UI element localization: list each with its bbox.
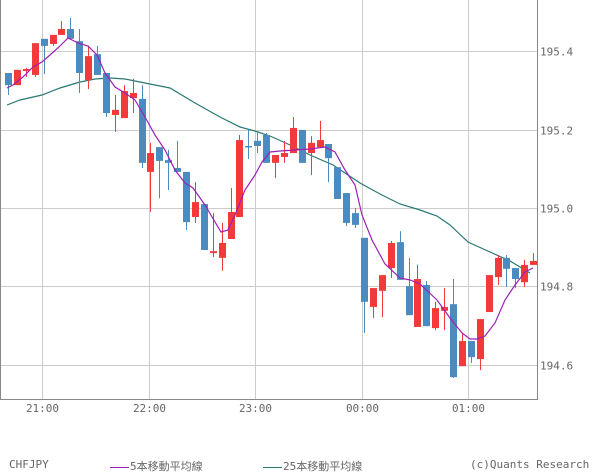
y-tick-label: 195.4 xyxy=(540,46,573,59)
candle-up xyxy=(23,69,30,72)
candle-down xyxy=(406,286,413,316)
candle-up xyxy=(317,140,324,148)
candle-down xyxy=(450,304,457,378)
candle-down xyxy=(139,98,146,163)
candle-up xyxy=(32,43,39,75)
candlestick-chart: 195.4 195.2 195.0 194.8 194.6 21:00 22:00 23:0… xyxy=(0,0,573,415)
y-axis-labels: 195.4 195.2 195.0 194.8 194.6 xyxy=(540,46,573,373)
candle-down xyxy=(254,140,261,146)
candle-up xyxy=(432,308,439,329)
y-tick-label: 195.0 xyxy=(540,203,573,216)
candle-up xyxy=(414,279,421,327)
candle-up xyxy=(379,275,386,291)
symbol-label: CHFJPY xyxy=(9,458,49,471)
candle-up xyxy=(112,109,119,115)
plot-frame xyxy=(0,0,538,400)
candle-down xyxy=(41,38,48,46)
copyright-text: (c)Quants Research xyxy=(470,458,590,471)
candle-up xyxy=(290,127,297,154)
candle-up xyxy=(388,242,395,269)
candle-up xyxy=(459,341,466,367)
ma5-line xyxy=(6,37,534,340)
candle-down xyxy=(94,54,101,75)
candle-down xyxy=(67,29,74,39)
candles xyxy=(5,18,537,378)
legend-ma25: 25本移動平均線 xyxy=(263,458,362,474)
candle-down xyxy=(325,144,332,159)
x-tick-label: 22:00 xyxy=(133,402,166,415)
candle-up xyxy=(210,251,217,254)
candle-down xyxy=(201,204,208,250)
x-tick-label: 01:00 xyxy=(452,402,485,415)
y-tick-label: 194.6 xyxy=(540,360,573,373)
x-tick-label: 21:00 xyxy=(26,402,59,415)
candle-up xyxy=(219,242,226,258)
candle-down xyxy=(5,72,12,86)
candle-up xyxy=(121,91,128,119)
legend-ma25-label: 25本移動平均線 xyxy=(283,460,363,473)
candle-down xyxy=(299,129,306,163)
candle-down xyxy=(423,284,430,327)
ma25-polyline xyxy=(6,77,531,274)
candle-up xyxy=(236,140,243,218)
candle-up xyxy=(228,211,235,240)
candle-down xyxy=(156,147,163,161)
candle-down xyxy=(174,167,181,172)
candle-up xyxy=(281,153,288,157)
y-tick-label: 194.8 xyxy=(540,281,573,294)
candle-up xyxy=(495,257,502,278)
candle-up xyxy=(58,29,65,35)
ma25-legend-swatch xyxy=(263,466,282,468)
candle-up xyxy=(486,275,493,313)
candle-up xyxy=(147,153,154,172)
candle-down xyxy=(361,237,368,302)
x-tick-label: 00:00 xyxy=(346,402,379,415)
ma5-polyline xyxy=(6,37,534,340)
legend-ma5-label: 5本移動平均線 xyxy=(130,460,203,473)
candle-down xyxy=(183,171,190,223)
y-tick-label: 195.2 xyxy=(540,125,573,138)
candle-down xyxy=(334,167,341,199)
candle-up xyxy=(370,288,377,307)
candle-down xyxy=(245,145,252,148)
candle-down xyxy=(503,257,510,269)
candle-down xyxy=(397,242,404,280)
x-tick-label: 23:00 xyxy=(239,402,272,415)
candle-down xyxy=(165,160,172,163)
legend-ma5: 5本移動平均線 xyxy=(110,458,203,474)
candle-up xyxy=(441,306,448,311)
candle-up xyxy=(14,69,21,86)
candle-down xyxy=(352,213,359,225)
candle-down xyxy=(468,341,475,358)
candle-up xyxy=(50,34,57,44)
candle-up xyxy=(85,56,92,81)
grid-lines xyxy=(0,0,537,399)
candle-up xyxy=(130,92,137,99)
candle-up xyxy=(192,202,199,218)
ma5-legend-swatch xyxy=(110,466,129,468)
candle-down xyxy=(343,193,350,223)
plot-border xyxy=(0,0,538,400)
candle-down xyxy=(512,268,519,280)
candle-down xyxy=(103,72,110,114)
candle-up xyxy=(272,155,279,163)
candle-down xyxy=(76,41,83,73)
candle-up xyxy=(477,319,484,360)
ma25-line xyxy=(6,77,531,274)
candle-up xyxy=(530,260,537,265)
x-axis-labels: 21:00 22:00 23:00 00:00 01:00 xyxy=(26,402,485,415)
candle-down xyxy=(263,134,270,163)
chart-footer: CHFJPY 5本移動平均線 25本移動平均線 (c)Quants Resear… xyxy=(0,458,600,474)
candle-up xyxy=(308,142,315,154)
